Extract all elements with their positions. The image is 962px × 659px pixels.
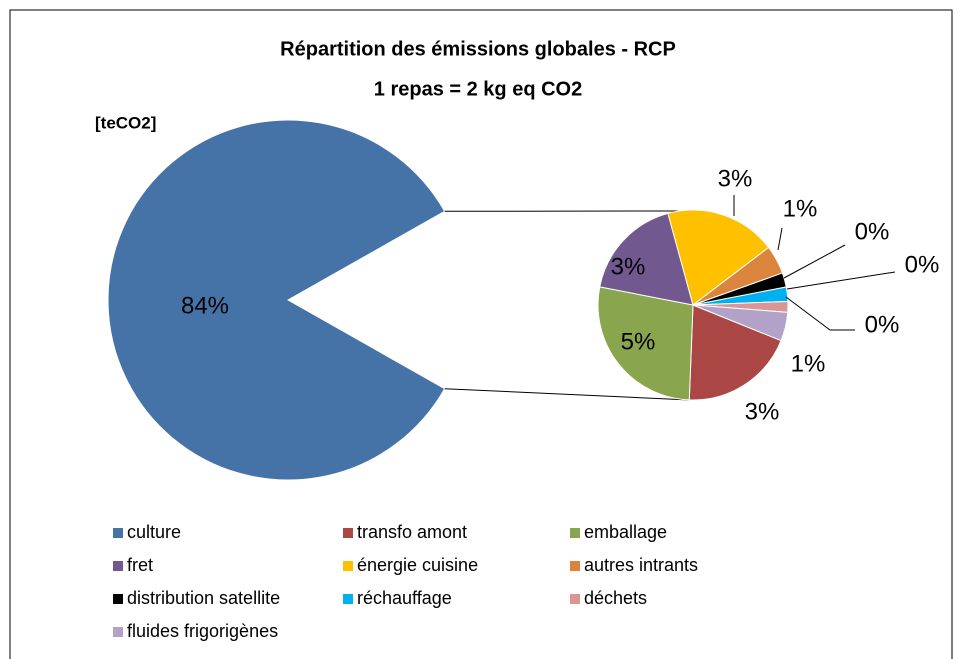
legend-label: autres intrants [584, 555, 698, 575]
data-label: 5% [621, 328, 656, 355]
data-label: 3% [718, 165, 753, 192]
leader-line [785, 296, 855, 331]
legend-swatch [343, 528, 353, 538]
legend-label: énergie cuisine [357, 555, 478, 575]
data-label: 3% [745, 398, 780, 425]
leader-line [783, 244, 846, 279]
leader-line [777, 227, 783, 251]
legend-label: fret [127, 555, 153, 575]
legend-label: culture [127, 522, 181, 542]
data-label: 3% [611, 253, 646, 280]
data-label: 0% [905, 251, 940, 278]
legend-label: transfo amont [357, 522, 467, 542]
legend-swatch [343, 561, 353, 571]
chart-title: Répartition des émissions globales - RCP [280, 38, 676, 60]
legend-label: distribution satellite [127, 588, 280, 608]
pie-slice [688, 304, 782, 401]
legend-label: déchets [584, 588, 647, 608]
pie-slice [107, 119, 446, 481]
connector-line [444, 388, 691, 401]
data-label: 84% [181, 292, 229, 319]
legend-label: emballage [584, 522, 667, 542]
legend-swatch [570, 594, 580, 604]
legend-swatch [113, 561, 123, 571]
legend-swatch [113, 627, 123, 637]
legend-swatch [570, 561, 580, 571]
pie-slice [597, 286, 694, 401]
legend-label: réchauffage [357, 588, 452, 608]
legend-swatch [570, 528, 580, 538]
chart-subtitle: 1 repas = 2 kg eq CO2 [374, 78, 582, 100]
unit-label: [teCO2] [95, 113, 156, 132]
pie-slice [667, 209, 770, 306]
leader-line [786, 271, 896, 290]
chart-border [9, 9, 953, 659]
data-label: 0% [865, 311, 900, 338]
legend-swatch [343, 594, 353, 604]
data-label: 1% [791, 350, 826, 377]
pie-slice [692, 304, 789, 342]
legend-swatch [113, 528, 123, 538]
data-label: 0% [855, 218, 890, 245]
legend-swatch [113, 594, 123, 604]
pie-slice [599, 212, 694, 306]
legend-label: fluides frigorigènes [127, 621, 278, 641]
data-label: 1% [783, 195, 818, 222]
